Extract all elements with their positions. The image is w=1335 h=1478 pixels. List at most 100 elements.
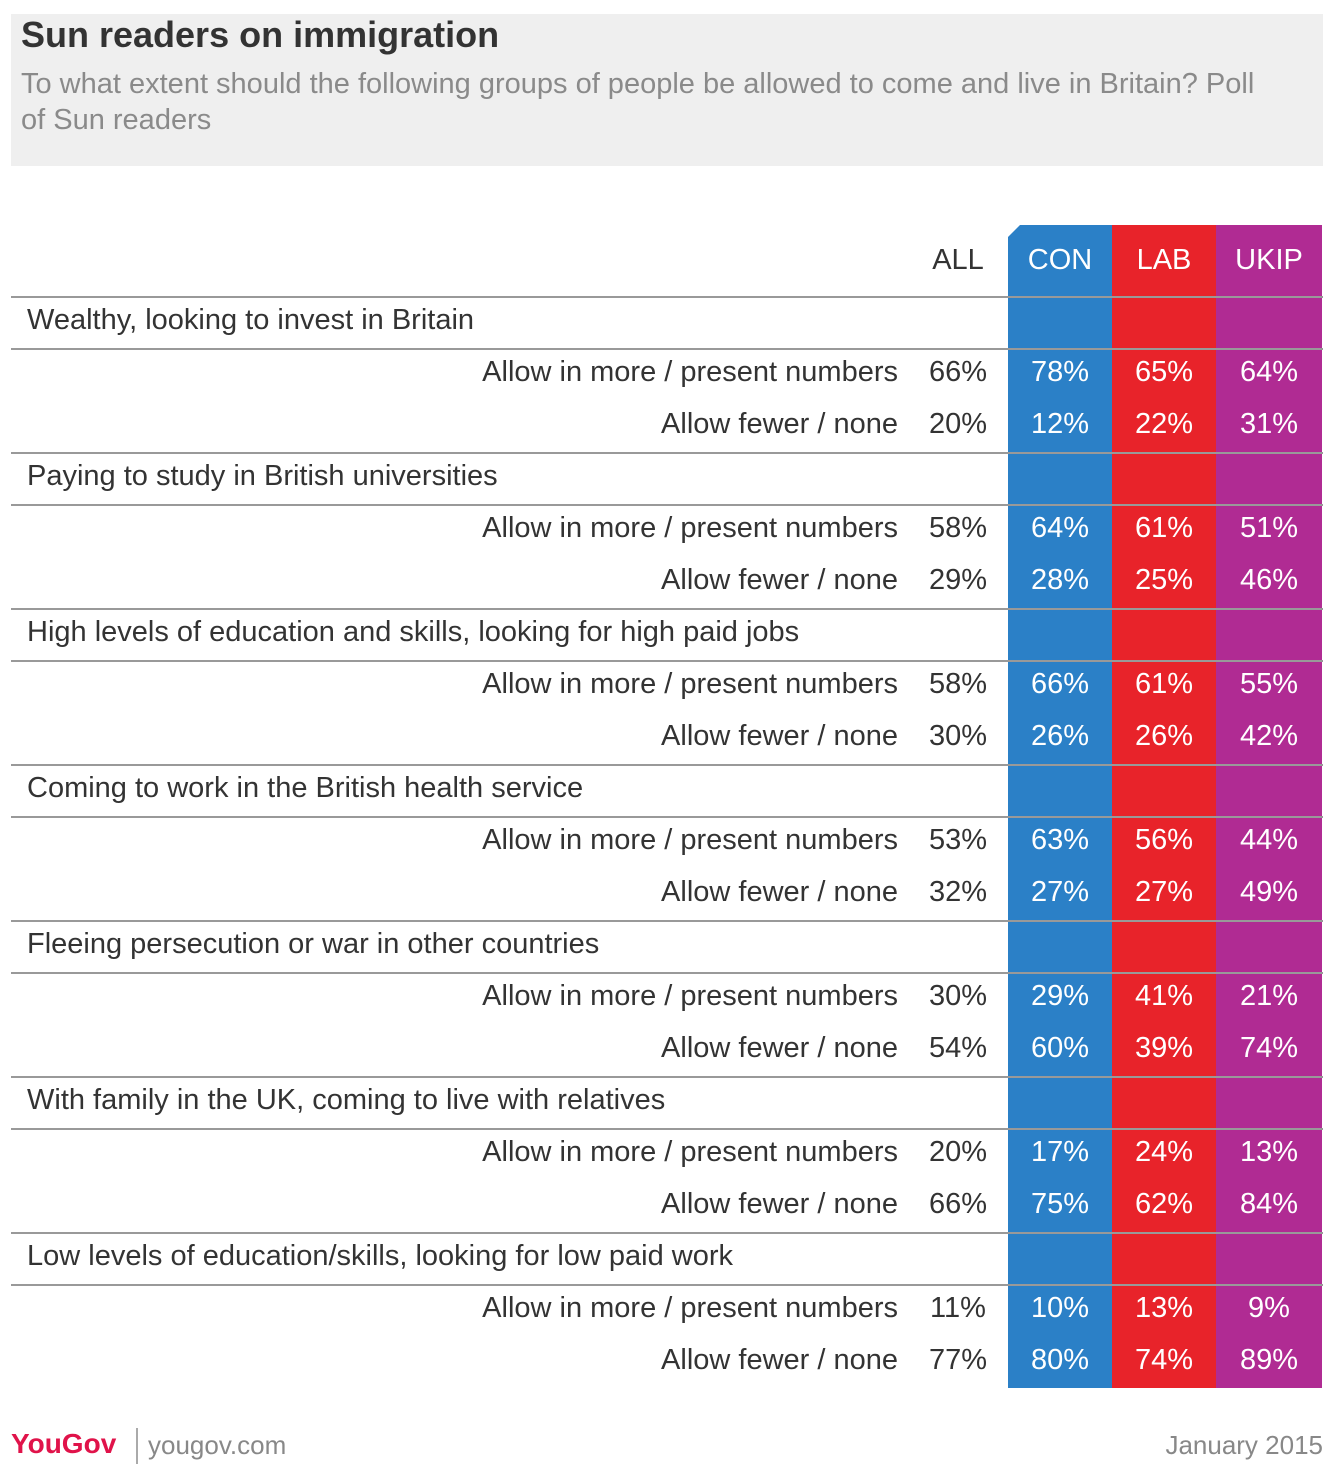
value-cell-all: 29% (928, 564, 988, 596)
value-cell-all: 11% (930, 1292, 986, 1324)
value-cell-all: 58% (928, 512, 988, 544)
value-cell-all: 58% (928, 668, 988, 700)
value-cell-con: 27% (1030, 876, 1090, 908)
value-cell-con: 26% (1030, 720, 1090, 752)
row-label: Allow in more / present numbers (482, 356, 898, 388)
value-cell-all: 20% (928, 408, 988, 440)
value-cell-ukip: 46% (1239, 564, 1299, 596)
group-divider (11, 1076, 1323, 1078)
value-cell-con: 63% (1030, 824, 1090, 856)
value-cell-all: 66% (928, 356, 988, 388)
value-cell-lab: 41% (1134, 980, 1194, 1012)
row-label: Allow in more / present numbers (482, 1292, 898, 1324)
value-cell-all: 53% (928, 824, 988, 856)
value-cell-ukip: 9% (1248, 1292, 1290, 1324)
group-divider (11, 764, 1323, 766)
value-cell-lab: 24% (1134, 1136, 1194, 1168)
value-cell-con: 28% (1030, 564, 1090, 596)
group-label: High levels of education and skills, loo… (27, 616, 800, 648)
value-cell-lab: 13% (1134, 1292, 1194, 1324)
band-lab (1112, 296, 1216, 1388)
group-label: Fleeing persecution or war in other coun… (27, 928, 600, 960)
value-cell-ukip: 74% (1239, 1032, 1299, 1064)
band-ukip (1216, 296, 1322, 1388)
row-label: Allow fewer / none (661, 1344, 898, 1376)
row-label: Allow in more / present numbers (482, 668, 898, 700)
value-cell-ukip: 21% (1239, 980, 1299, 1012)
value-cell-ukip: 42% (1239, 720, 1299, 752)
row-label: Allow in more / present numbers (482, 824, 898, 856)
value-cell-ukip: 49% (1239, 876, 1299, 908)
group-rule (11, 348, 1323, 350)
column-header-lab: LAB (1112, 225, 1216, 296)
row-label: Allow fewer / none (661, 564, 898, 596)
chart-subtitle: To what extent should the following grou… (21, 68, 1255, 136)
value-cell-all: 66% (928, 1188, 988, 1220)
group-rule (11, 504, 1323, 506)
value-cell-all: 30% (928, 980, 988, 1012)
value-cell-con: 10% (1030, 1292, 1090, 1324)
footer-url: yougov.com (148, 1430, 287, 1460)
value-cell-lab: 39% (1134, 1032, 1194, 1064)
row-label: Allow in more / present numbers (482, 980, 898, 1012)
value-cell-con: 80% (1030, 1344, 1090, 1376)
row-label: Allow fewer / none (661, 876, 898, 908)
group-rule (11, 1284, 1323, 1286)
value-cell-con: 60% (1030, 1032, 1090, 1064)
value-cell-ukip: 13% (1239, 1136, 1299, 1168)
group-label: Coming to work in the British health ser… (27, 772, 584, 804)
value-cell-lab: 27% (1134, 876, 1194, 908)
group-rule (11, 660, 1323, 662)
group-rule (11, 816, 1323, 818)
row-label: Allow fewer / none (661, 1032, 898, 1064)
value-cell-ukip: 44% (1239, 824, 1299, 856)
value-cell-all: 20% (928, 1136, 988, 1168)
value-cell-con: 75% (1030, 1188, 1090, 1220)
group-label: With family in the UK, coming to live wi… (27, 1084, 666, 1116)
value-cell-ukip: 55% (1239, 668, 1299, 700)
value-cell-ukip: 31% (1239, 408, 1299, 440)
row-label: Allow fewer / none (661, 720, 898, 752)
value-cell-ukip: 51% (1239, 512, 1299, 544)
value-cell-all: 30% (928, 720, 988, 752)
band-con (1008, 296, 1112, 1388)
value-cell-lab: 65% (1134, 356, 1194, 388)
yougov-logo: YouGov (11, 1428, 117, 1459)
value-cell-lab: 25% (1134, 564, 1194, 596)
value-cell-lab: 74% (1134, 1344, 1194, 1376)
value-cell-ukip: 84% (1239, 1188, 1299, 1220)
value-cell-lab: 61% (1134, 512, 1194, 544)
value-cell-con: 66% (1030, 668, 1090, 700)
value-cell-ukip: 89% (1239, 1344, 1299, 1376)
value-cell-all: 54% (928, 1032, 988, 1064)
value-cell-lab: 26% (1134, 720, 1194, 752)
value-cell-all: 77% (928, 1344, 988, 1376)
chart-title: Sun readers on immigration (21, 14, 500, 55)
value-cell-con: 12% (1030, 408, 1090, 440)
footer-date: January 2015 (1165, 1430, 1323, 1460)
group-divider (11, 608, 1323, 610)
row-label: Allow fewer / none (661, 408, 898, 440)
value-cell-lab: 62% (1134, 1188, 1194, 1220)
header-rule (11, 296, 1323, 298)
value-cell-con: 64% (1030, 512, 1090, 544)
value-cell-con: 17% (1030, 1136, 1090, 1168)
value-cell-all: 32% (928, 876, 988, 908)
value-cell-lab: 56% (1134, 824, 1194, 856)
group-divider (11, 920, 1323, 922)
row-label: Allow fewer / none (661, 1188, 898, 1220)
group-divider (11, 1232, 1323, 1234)
column-header-ukip: UKIP (1216, 225, 1322, 296)
row-label: Allow in more / present numbers (482, 1136, 898, 1168)
group-divider (11, 452, 1323, 454)
value-cell-ukip: 64% (1239, 356, 1299, 388)
header-panel (11, 14, 1323, 166)
value-cell-con: 29% (1030, 980, 1090, 1012)
value-cell-lab: 22% (1134, 408, 1194, 440)
group-rule (11, 972, 1323, 974)
group-label: Wealthy, looking to invest in Britain (27, 304, 475, 336)
column-header-all: ALL (932, 244, 984, 276)
footer-divider (136, 1428, 138, 1464)
row-label: Allow in more / present numbers (482, 512, 898, 544)
group-label: Paying to study in British universities (27, 460, 498, 492)
